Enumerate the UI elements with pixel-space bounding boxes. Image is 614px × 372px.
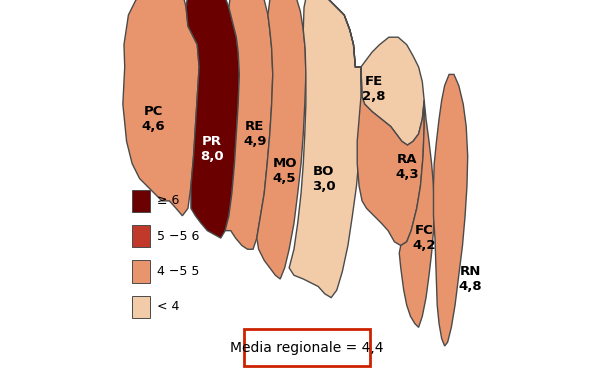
Text: FE
2,8: FE 2,8 [362,75,386,103]
Polygon shape [123,0,199,216]
Polygon shape [186,0,239,238]
FancyBboxPatch shape [132,296,150,318]
Polygon shape [399,100,434,327]
Polygon shape [357,67,424,246]
Polygon shape [257,0,306,279]
FancyBboxPatch shape [132,260,150,283]
Polygon shape [433,74,468,346]
FancyBboxPatch shape [132,190,150,212]
Text: RN
4,8: RN 4,8 [459,265,483,293]
Polygon shape [289,0,362,298]
Text: < 4: < 4 [157,301,179,313]
Text: PR
8,0: PR 8,0 [200,135,224,163]
Polygon shape [225,0,273,249]
Text: RA
4,3: RA 4,3 [395,153,419,182]
Text: RE
4,9: RE 4,9 [243,120,266,148]
Text: MO
4,5: MO 4,5 [273,157,297,185]
Polygon shape [307,0,424,145]
Text: PC
4,6: PC 4,6 [142,105,165,133]
Text: Media regionale = 4,4: Media regionale = 4,4 [230,341,384,355]
Text: FC
4,2: FC 4,2 [413,224,436,252]
Text: BO
3,0: BO 3,0 [312,164,336,193]
Text: 4 −5 5: 4 −5 5 [157,265,199,278]
FancyBboxPatch shape [132,225,150,247]
Text: 5 −5 6: 5 −5 6 [157,230,199,243]
FancyBboxPatch shape [244,329,370,366]
Text: ≥ 6: ≥ 6 [157,195,179,207]
